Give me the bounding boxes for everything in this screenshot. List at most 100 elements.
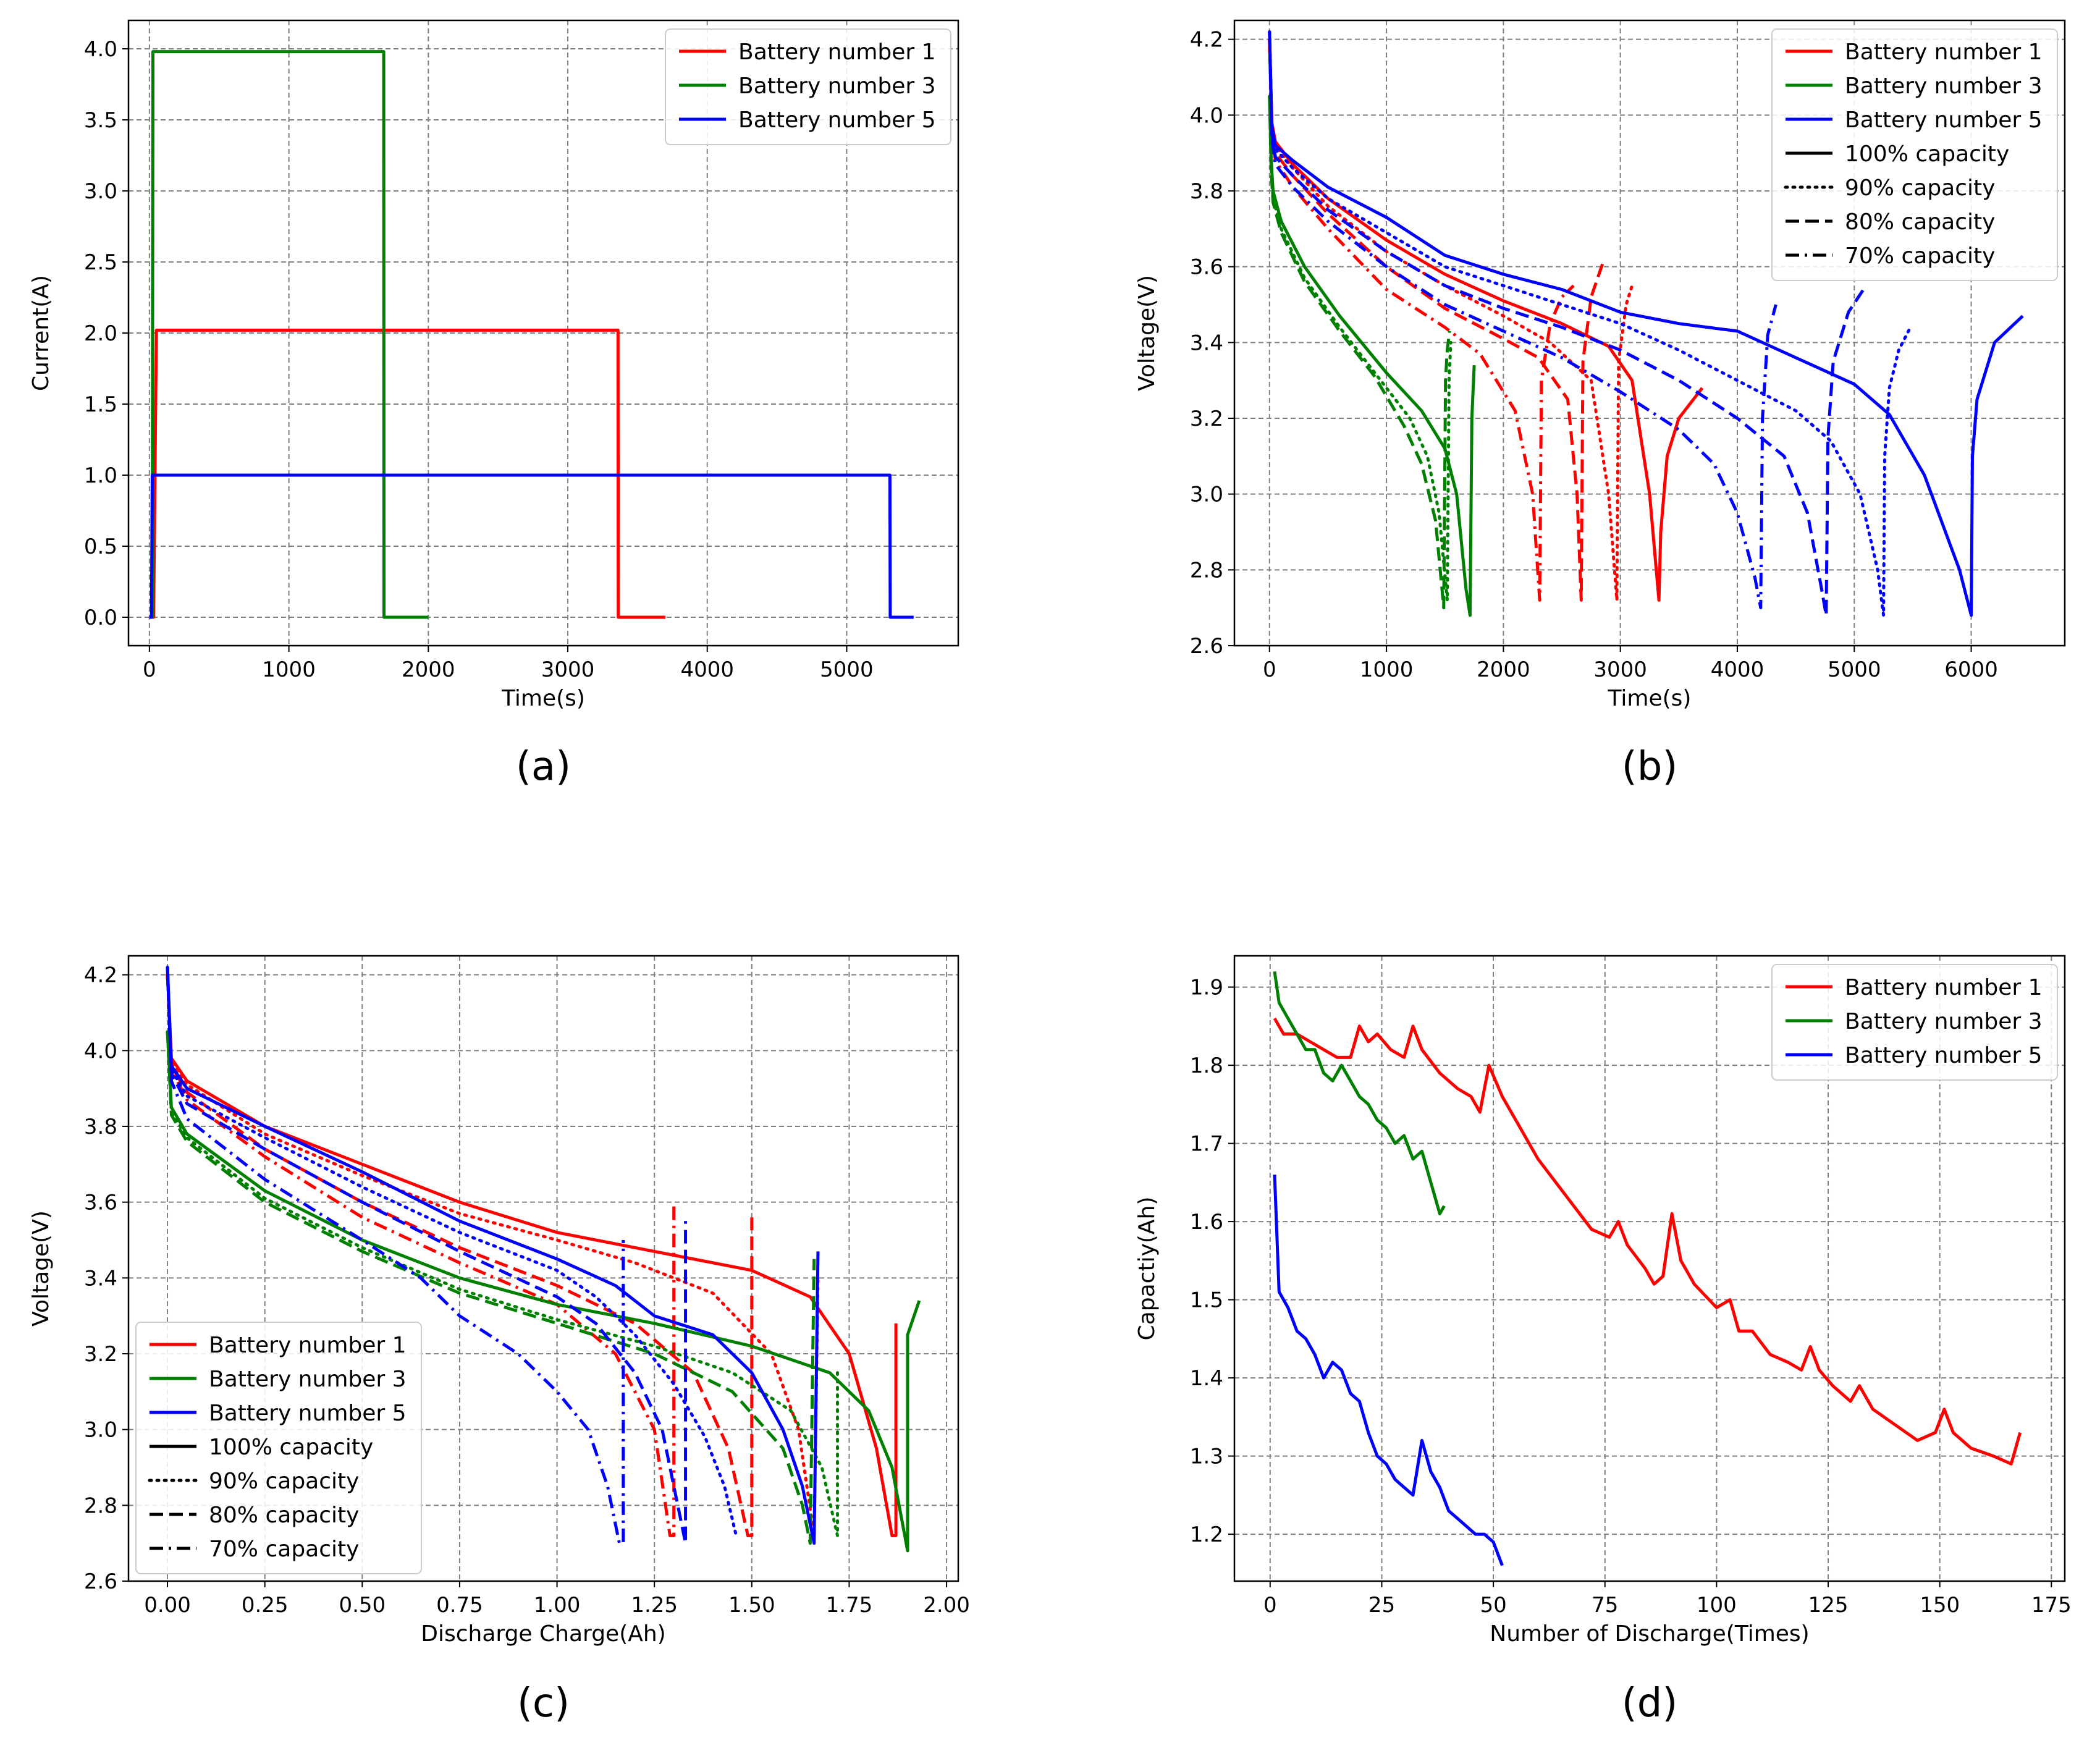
legend: Battery number 1 Battery number 3 Battery … [1771, 28, 2058, 281]
y-tick-label: 3.0 [84, 1418, 117, 1443]
y-tick-label: 1.0 [84, 463, 117, 488]
y-tick-label: 4.0 [84, 37, 117, 62]
y-tick-label: 1.2 [1190, 1522, 1223, 1547]
y-tick-label: 3.2 [84, 1342, 117, 1367]
x-tick-label: 1.25 [631, 1593, 678, 1618]
y-tick-label: 1.6 [1190, 1210, 1223, 1234]
legend-label-70pct-capacity: 70% capacity [1845, 243, 1995, 269]
legend-label-battery-number-3: Battery number 3 [738, 74, 936, 99]
x-tick-label: 2.00 [923, 1593, 970, 1618]
y-axis-label: Voltage(V) [28, 1210, 54, 1327]
x-tick-label: 100 [1697, 1593, 1737, 1618]
series-line-battery-1-90pct [166, 973, 820, 1537]
series-line-battery-5-70pct [1268, 32, 1777, 610]
series-line-battery-3-80pct [1268, 96, 1451, 610]
series-line-battery-1-80pct [166, 974, 754, 1537]
legend-label-70pct-capacity: 70% capacity [209, 1537, 359, 1562]
y-tick-label: 1.5 [1190, 1288, 1223, 1313]
legend-label-battery-number-3: Battery number 3 [1845, 1009, 2043, 1034]
x-tick-label: 0.00 [144, 1593, 191, 1618]
panel-label: (d) [1622, 1681, 1678, 1726]
x-tick-label: 0 [143, 657, 156, 682]
series-line-battery-number-1 [1273, 1017, 2022, 1466]
x-tick-label: 0.75 [436, 1593, 483, 1618]
legend-label-100pct-capacity: 100% capacity [1845, 141, 2009, 167]
y-tick-label: 3.8 [1190, 179, 1223, 204]
y-tick-label: 1.4 [1190, 1366, 1223, 1391]
x-tick-label: 1000 [262, 657, 316, 682]
series-line-battery-1-80pct [1268, 39, 1605, 602]
series-line-battery-3-80pct [166, 1031, 816, 1545]
legend-label-battery-number-3: Battery number 3 [209, 1367, 407, 1392]
panel-d: 0 25 50 75 100 125 150 175 1.2 1.3 1.4 1.5 1.6 1.7 1.8… [1134, 955, 2072, 1726]
y-tick-label: 3.4 [84, 1266, 117, 1291]
legend-label-90pct-capacity: 90% capacity [209, 1469, 359, 1494]
series-line-battery-number-5 [1273, 1175, 1504, 1566]
x-tick-label: 5000 [1828, 657, 1881, 682]
x-tick-label: 1000 [1360, 657, 1414, 682]
series-line-battery-5-80pct [1268, 32, 1868, 617]
y-tick-label: 3.6 [1190, 255, 1223, 280]
series-line-battery-5-90pct [166, 965, 738, 1537]
legend: Battery number 1 Battery number 3 Battery … [665, 28, 951, 145]
axes-frame [1233, 19, 2066, 647]
x-tick-label: 125 [1808, 1593, 1849, 1618]
series-line-battery-5-80pct [166, 967, 688, 1545]
y-tick-label: 3.2 [1190, 407, 1223, 431]
legend-box [1771, 964, 2058, 1081]
y-tick-label: 4.2 [84, 963, 117, 988]
axes-frame [1233, 955, 2066, 1582]
panel-label: (a) [516, 744, 571, 790]
legend-box [1771, 28, 2058, 281]
series-line-battery-number-5 [149, 473, 914, 619]
legend-label-80pct-capacity: 80% capacity [209, 1503, 359, 1528]
series-line-battery-5-70pct [166, 967, 625, 1545]
x-tick-label: 0 [1263, 657, 1276, 682]
y-tick-label: 3.0 [84, 179, 117, 204]
series-group [1273, 971, 2022, 1566]
x-tick-label: 2000 [402, 657, 455, 682]
y-tick-label: 4.2 [1190, 28, 1223, 53]
series-line-battery-3-100pct [1268, 96, 1476, 617]
y-tick-label: 4.0 [84, 1039, 117, 1063]
y-tick-label: 1.5 [84, 392, 117, 417]
x-axis-label: Time(s) [1608, 686, 1692, 711]
legend-label-battery-number-5: Battery number 5 [1845, 1043, 2043, 1068]
legend: Battery number 1 Battery number 3 Battery … [1771, 964, 2058, 1081]
legend-label-battery-number-3: Battery number 3 [1845, 74, 2043, 99]
x-tick-label: 6000 [1944, 657, 1998, 682]
x-tick-label: 1.50 [728, 1593, 775, 1618]
x-tick-label: 25 [1368, 1593, 1395, 1618]
series-line-battery-3-100pct [166, 1031, 921, 1553]
x-tick-label: 4000 [680, 657, 734, 682]
panel-label: (b) [1622, 744, 1678, 790]
series-line-battery-3-90pct [166, 1030, 839, 1537]
legend-label-battery-number-1: Battery number 1 [738, 40, 936, 65]
legend-box [135, 1322, 422, 1574]
x-tick-label: 1.00 [534, 1593, 581, 1618]
legend-label-battery-number-1: Battery number 1 [1845, 40, 2043, 65]
x-tick-label: 5000 [820, 657, 874, 682]
legend-label-battery-number-1: Battery number 1 [209, 1333, 407, 1358]
y-tick-label: 2.5 [84, 250, 117, 275]
y-tick-label: 2.0 [84, 321, 117, 346]
x-axis-label: Time(s) [501, 686, 585, 711]
y-tick-label: 3.6 [84, 1191, 117, 1215]
y-tick-label: 3.4 [1190, 331, 1223, 355]
x-tick-label: 75 [1592, 1593, 1618, 1618]
legend-box [665, 28, 951, 145]
y-tick-label: 2.6 [84, 1569, 117, 1594]
series-line-battery-5-90pct [1268, 30, 1912, 617]
axes-frame [127, 955, 959, 1582]
x-axis-label: Discharge Charge(Ah) [421, 1621, 665, 1647]
legend-label-battery-number-5: Battery number 5 [1845, 108, 2043, 133]
x-tick-label: 4000 [1711, 657, 1765, 682]
legend: Battery number 1 Battery number 3 Battery … [135, 1322, 422, 1574]
y-tick-label: 2.8 [84, 1493, 117, 1518]
y-tick-label: 2.8 [1190, 558, 1223, 583]
panel-c: 0.00 0.25 0.50 0.75 1.00 1.25 1.50 1.75 2.00 2.6 2… [28, 955, 970, 1726]
y-axis-label: Voltage(V) [1134, 275, 1160, 391]
series-group [166, 965, 921, 1553]
y-tick-label: 2.6 [1190, 634, 1223, 659]
